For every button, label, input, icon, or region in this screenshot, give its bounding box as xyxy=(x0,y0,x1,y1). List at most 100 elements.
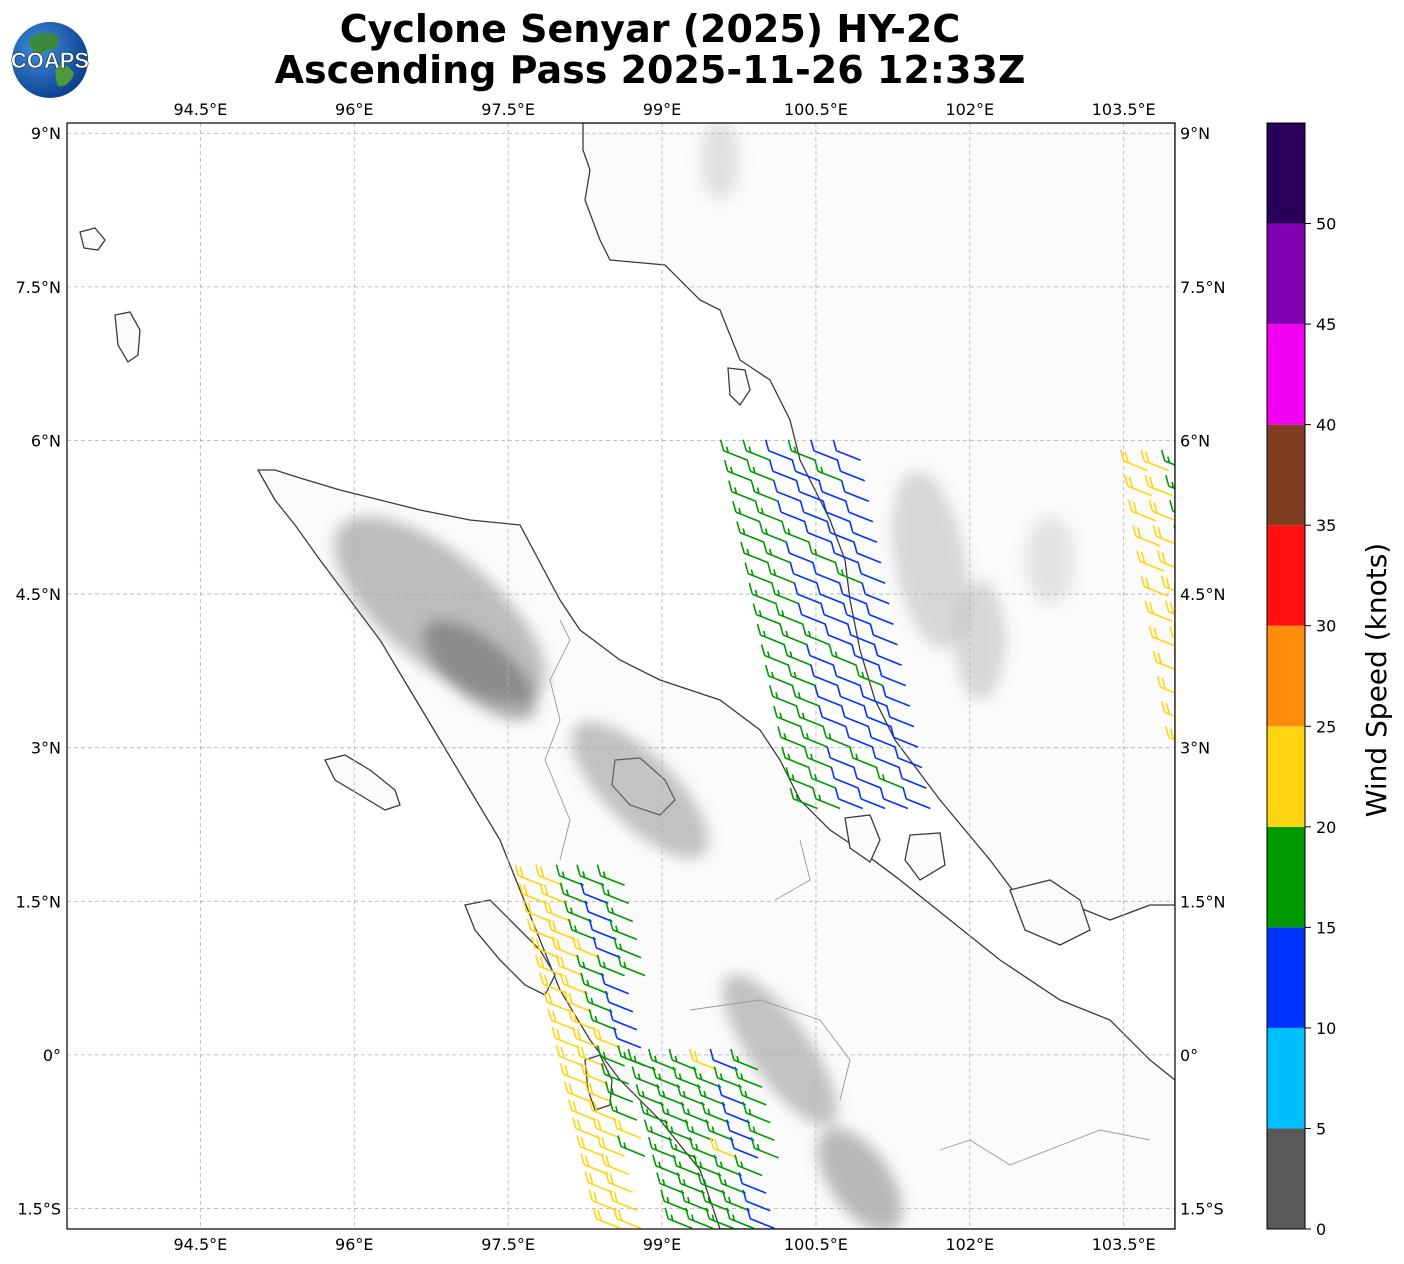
wind-barb-182 xyxy=(648,1048,677,1071)
wind-barb-114 xyxy=(539,882,568,905)
wind-barb-63 xyxy=(828,644,857,666)
map-title-line2: Ascending Pass 2025-11-26 12:33Z xyxy=(274,48,1026,92)
colorbar-tick-label-1: 5 xyxy=(1316,1119,1326,1138)
lat-tick-label-left-7: 1.5°S xyxy=(17,1200,61,1219)
wind-barb-56 xyxy=(801,623,831,646)
wind-barb-227 xyxy=(660,1189,689,1212)
wind-barb-268 xyxy=(1182,701,1209,722)
wind-barb-96 xyxy=(785,767,814,789)
wind-barb-161 xyxy=(563,1081,593,1103)
wind-barb-82 xyxy=(863,705,892,728)
wind-barb-208 xyxy=(705,1119,734,1141)
wind-barb-121 xyxy=(584,900,613,923)
wind-barb-53 xyxy=(865,603,894,625)
wind-barb-264 xyxy=(1156,675,1175,694)
wind-barb-54 xyxy=(756,623,785,646)
lat-tick-label-left-0: 9°N xyxy=(31,124,61,143)
wind-speed-colorbar: 0 5 10 15 20 25 30 35 40 45 50 xyxy=(1266,122,1336,1239)
wind-barb-24 xyxy=(736,521,765,544)
lon-tick-label-bottom-4: 100.5°E xyxy=(784,1235,848,1254)
colorbar-tick-label-8: 40 xyxy=(1316,416,1336,435)
wind-barb-58 xyxy=(847,623,876,646)
colorbar-tick-label-5: 25 xyxy=(1316,717,1336,736)
wind-barb-154 xyxy=(555,1045,584,1067)
wind-barb-269 xyxy=(1203,701,1230,722)
wind-barb-160 xyxy=(600,1063,629,1085)
wind-barb-233 xyxy=(684,1207,714,1229)
colorbar-bin-7 xyxy=(1267,424,1305,526)
wind-barb-220 xyxy=(713,1154,742,1177)
wind-barb-224 xyxy=(697,1172,726,1194)
lon-tick-label-top-2: 97.5°E xyxy=(481,100,535,119)
wind-barb-6 xyxy=(723,459,753,482)
wind-barb-110 xyxy=(555,864,584,887)
wind-barb-219 xyxy=(693,1154,722,1177)
wind-barb-40 xyxy=(834,562,863,584)
wind-barb-12 xyxy=(728,480,757,503)
wind-barb-151 xyxy=(572,1026,601,1049)
wind-barb-122 xyxy=(604,900,634,923)
wind-barb-99 xyxy=(853,767,882,789)
lon-tick-label-bottom-0: 94.5°E xyxy=(174,1235,228,1254)
wind-barb-132 xyxy=(613,936,642,959)
wind-barb-73 xyxy=(791,685,820,707)
wind-barb-88 xyxy=(867,726,896,748)
colorbar-bin-8 xyxy=(1267,324,1305,425)
wind-barb-85 xyxy=(799,726,829,748)
wind-barb-126 xyxy=(588,918,617,941)
wind-barb-164 xyxy=(568,1099,597,1121)
wind-barb-34 xyxy=(830,541,859,564)
lat-tick-label-left-3: 4.5°N xyxy=(16,585,61,604)
wind-barb-172 xyxy=(617,1135,646,1157)
nias-island xyxy=(464,899,556,996)
wind-barb-218 xyxy=(672,1154,701,1177)
wind-barb-186 xyxy=(730,1048,759,1071)
wind-barb-259 xyxy=(1169,625,1175,639)
lon-tick-label-bottom-3: 99°E xyxy=(643,1235,681,1254)
wind-barb-50 xyxy=(797,603,826,625)
wind-barb-129 xyxy=(551,936,580,959)
wind-barb-184 xyxy=(689,1048,718,1071)
wind-barb-178 xyxy=(609,1189,638,1212)
lat-tick-label-left-4: 3°N xyxy=(31,739,61,758)
wind-barb-105 xyxy=(857,787,886,810)
wind-barb-256 xyxy=(1165,600,1175,616)
wind-barb-5 xyxy=(832,439,861,462)
wind-barb-47 xyxy=(861,582,890,605)
wind-barb-128 xyxy=(531,936,560,959)
wind-barb-234 xyxy=(705,1207,734,1229)
wind-barb-55 xyxy=(779,623,808,646)
lat-tick-label-right-4: 3°N xyxy=(1180,739,1210,758)
lat-tick-label-right-3: 4.5°N xyxy=(1180,585,1225,604)
colorbar-tick-label-2: 10 xyxy=(1316,1019,1336,1038)
map-tick-labels: 94.5°E 94.5°E 96°E 96°E 97.5°E 97.5°E 99°E 99°E… xyxy=(16,100,1226,1254)
wind-barb-119 xyxy=(543,900,572,923)
wind-barb-134 xyxy=(555,954,584,977)
colorbar-tick-label-0: 0 xyxy=(1316,1220,1326,1239)
wind-barb-28 xyxy=(826,521,855,544)
wind-barb-158 xyxy=(559,1063,588,1085)
colorbar-bin-9 xyxy=(1267,223,1305,325)
wind-barb-199 xyxy=(639,1101,668,1124)
wind-barb-241 xyxy=(1144,474,1173,497)
wind-barb-265 xyxy=(1178,676,1205,697)
lon-tick-label-top-1: 96°E xyxy=(335,100,373,119)
wind-barb-187 xyxy=(631,1066,660,1089)
wind-barb-66 xyxy=(764,664,794,687)
wind-barb-64 xyxy=(851,644,880,666)
wind-barb-22 xyxy=(822,500,851,523)
wind-barb-49 xyxy=(775,603,804,625)
wind-barb-216 xyxy=(750,1136,779,1159)
wind-barb-15 xyxy=(795,480,824,503)
wind-barb-147 xyxy=(568,1008,597,1031)
wind-barb-33 xyxy=(808,541,837,564)
wind-barb-175 xyxy=(584,1171,613,1194)
wind-barb-9 xyxy=(791,459,820,482)
wind-barb-72 xyxy=(769,685,798,707)
wind-barb-104 xyxy=(834,787,863,810)
wind-barb-238 xyxy=(1140,449,1169,472)
wind-barb-135 xyxy=(576,954,605,977)
wind-barb-203 xyxy=(721,1101,751,1124)
andaman-island xyxy=(114,311,141,363)
wind-barb-106 xyxy=(879,787,909,810)
